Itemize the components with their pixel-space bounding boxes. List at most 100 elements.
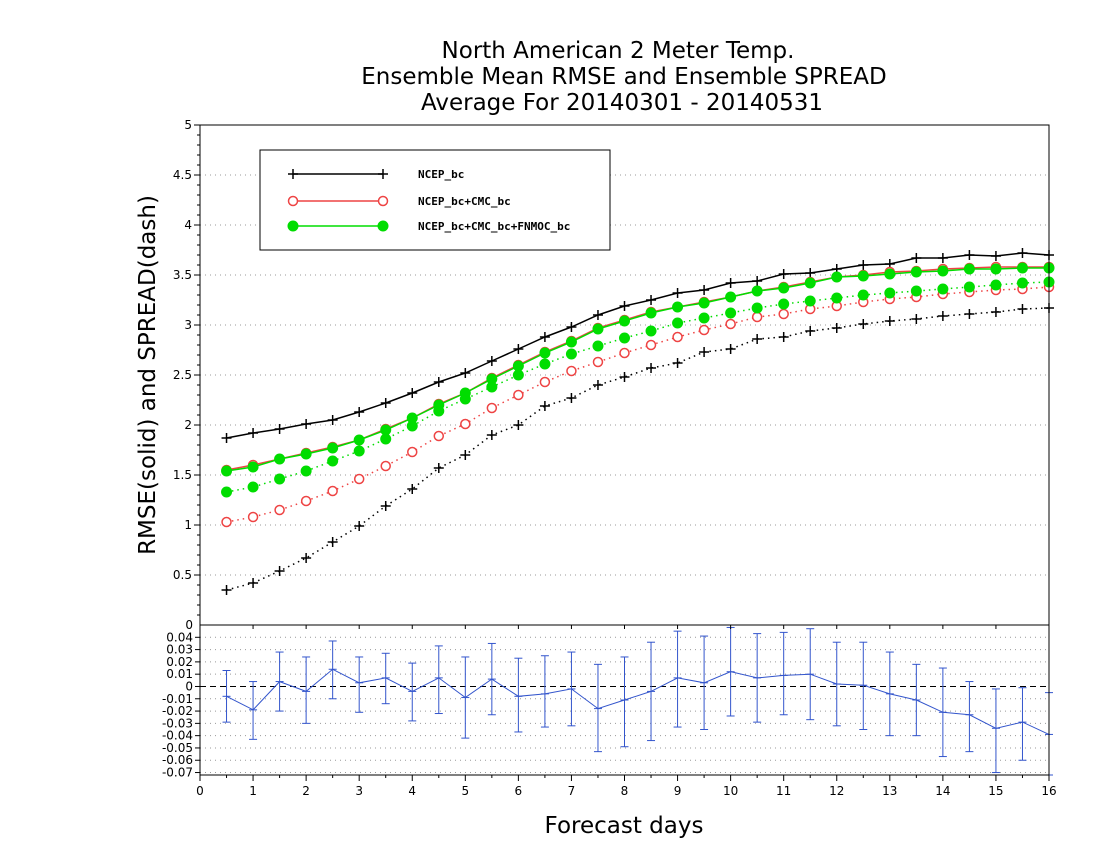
error-bar (832, 641, 841, 727)
ncep-bc-cmc-bc-fnmoc-bc-spread-point (751, 302, 763, 314)
ncep-bc-cmc-bc-fnmoc-bc-spread-point (592, 340, 604, 352)
top-y-tick-label: 3.5 (173, 268, 192, 282)
ncep-bc-cmc-bc-fnmoc-bc-spread-point (247, 481, 259, 493)
ncep-bc-cmc-bc-fnmoc-bc-rmse-point (910, 266, 922, 278)
legend-entry-ncep-cmc: NCEP_bc+CMC_bc (287, 195, 511, 208)
x-tick-label: 2 (302, 784, 310, 798)
ncep-bc-rmse-point (486, 356, 497, 366)
ncep-bc-spread-point (460, 450, 471, 460)
legend-box (259, 149, 611, 251)
error-bar (514, 657, 523, 733)
error-bar (355, 656, 364, 713)
ncep-bc-spread-point (672, 358, 683, 368)
x-tick-label: 5 (461, 784, 469, 798)
x-axis-label: Forecast days (545, 813, 704, 839)
legend-marker-ncep-cmc-left (287, 195, 299, 207)
ncep-bc-spread-point (380, 501, 391, 511)
ncep-bc-rmse-point (592, 310, 603, 320)
ncep-bc-cmc-bc-fnmoc-bc-rmse-point (831, 271, 843, 283)
error-bar (328, 640, 337, 700)
legend-label-ncep-cmc: NCEP_bc+CMC_bc (418, 195, 511, 208)
chart-title-line-1: North American 2 Meter Temp. (442, 38, 795, 64)
ncep-bc-rmse-point (380, 398, 391, 408)
ncep-bc-cmc-bc-spread-point (513, 389, 524, 401)
ncep-bc-rmse-point (805, 268, 816, 278)
ncep-bc-rmse-point (221, 433, 232, 443)
error-bar (222, 669, 231, 723)
bottom-y-tick-label: 0.02 (166, 655, 193, 669)
error-bar (540, 655, 549, 728)
error-bar (912, 663, 921, 737)
ncep-bc-cmc-bc-spread-point (778, 308, 789, 320)
difference-line (226, 668, 1050, 735)
x-tick-label: 14 (935, 784, 950, 798)
ncep-bc-rmse-point (274, 424, 285, 434)
error-bar (938, 667, 947, 758)
bottom-y-tick-label: -0.06 (162, 753, 193, 767)
ncep-bc-cmc-bc-fnmoc-bc-rmse-point (274, 453, 286, 465)
ncep-bc-cmc-bc-spread-point (751, 311, 763, 323)
ncep-bc-cmc-bc-fnmoc-bc-spread-point (910, 285, 922, 297)
chart-title-line-2: Ensemble Mean RMSE and Ensemble SPREAD (361, 64, 886, 90)
ncep-bc-cmc-bc-fnmoc-bc-rmse-point (512, 360, 524, 372)
ncep-bc-cmc-bc-fnmoc-bc-spread-line (226, 281, 1050, 493)
ncep-bc-cmc-bc-fnmoc-bc-rmse-point (221, 465, 233, 477)
ncep-bc-spread-point (327, 537, 338, 547)
ncep-bc-spread-point (725, 344, 736, 354)
ncep-bc-cmc-bc-fnmoc-bc-spread-point (327, 455, 339, 467)
ncep-bc-rmse-point (433, 377, 444, 387)
error-bar (461, 656, 470, 739)
ncep-bc-cmc-bc-spread-point (619, 347, 630, 359)
ncep-bc-spread-point (486, 430, 497, 440)
x-tick-label: 9 (674, 784, 682, 798)
ncep-bc-spread-point (354, 521, 365, 531)
ncep-bc-spread-point (884, 316, 895, 326)
ncep-bc-cmc-bc-fnmoc-bc-rmse-point (353, 434, 365, 446)
ncep-bc-rmse-point (937, 253, 948, 263)
ncep-bc-rmse-point (858, 260, 869, 270)
ncep-bc-cmc-bc-fnmoc-bc-rmse-line (226, 267, 1049, 472)
ncep-bc-cmc-bc-fnmoc-bc-spread-point (353, 445, 365, 457)
x-tick-label: 3 (355, 784, 363, 798)
error-bar (647, 641, 656, 742)
legend-marker-ncep-cmc-right (377, 195, 389, 207)
ncep-bc-rmse-point (911, 253, 922, 263)
bottom-y-tick-label: -0.05 (162, 741, 193, 755)
ncep-bc-spread-point (831, 323, 842, 333)
ncep-bc-rmse-point (646, 295, 657, 305)
ncep-bc-cmc-bc-fnmoc-bc-spread-point (698, 312, 710, 324)
ncep-bc-cmc-bc-spread-point (433, 430, 445, 442)
ncep-bc-cmc-bc-spread-point (460, 418, 471, 430)
ncep-bc-spread-point (248, 578, 259, 588)
ncep-bc-cmc-bc-fnmoc-bc-rmse-point (1016, 262, 1028, 274)
ncep-bc-cmc-bc-fnmoc-bc-rmse-point (486, 373, 498, 385)
ncep-bc-rmse-point (301, 419, 312, 429)
ncep-bc-spread-point (646, 363, 657, 373)
ncep-bc-spread-point (911, 314, 922, 324)
error-bar (753, 633, 762, 723)
error-bar (434, 645, 443, 715)
top-y-tick-label: 3 (184, 318, 192, 332)
ncep-bc-cmc-bc-fnmoc-bc-spread-point (645, 325, 657, 337)
ncep-bc-cmc-bc-fnmoc-bc-rmse-point (937, 265, 949, 277)
top-y-tick-label: 4.5 (173, 168, 192, 182)
ncep-bc-cmc-bc-fnmoc-bc-spread-point (1016, 277, 1028, 289)
bottom-panel-y-ticks: 0.040.030.020.010-0.01-0.02-0.03-0.04-0.… (162, 618, 200, 780)
ncep-bc-cmc-bc-fnmoc-bc-spread-point (831, 292, 843, 304)
legend-marker-ncep-bc-left (288, 169, 298, 179)
ncep-bc-spread-point (274, 566, 285, 576)
ncep-bc-rmse-line (226, 252, 1050, 439)
ncep-bc-spread-point (433, 463, 444, 473)
error-bar (1018, 687, 1027, 761)
ncep-bc-cmc-bc-fnmoc-bc-spread-point (857, 289, 869, 301)
ncep-bc-cmc-bc-fnmoc-bc-rmse-point (459, 387, 471, 399)
ncep-bc-cmc-bc-spread-point (725, 318, 736, 330)
bottom-y-tick-label: 0.01 (166, 667, 193, 681)
ncep-bc-cmc-bc-fnmoc-bc-rmse-point (804, 277, 816, 289)
ncep-bc-rmse-point (248, 428, 259, 438)
error-bar (726, 626, 735, 717)
ncep-bc-cmc-bc-fnmoc-bc-spread-point (565, 348, 577, 360)
ncep-bc-cmc-bc-fnmoc-bc-rmse-point (327, 442, 339, 454)
error-bar (620, 656, 629, 748)
ncep-bc-cmc-bc-fnmoc-bc-spread-point (725, 307, 737, 319)
